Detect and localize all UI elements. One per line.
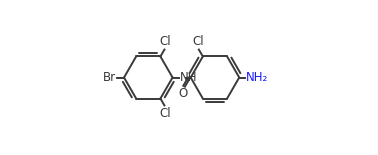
Text: Cl: Cl (160, 35, 171, 48)
Text: NH₂: NH₂ (246, 71, 268, 84)
Text: O: O (178, 87, 187, 100)
Text: NH: NH (180, 71, 197, 84)
Text: Cl: Cl (192, 35, 204, 48)
Text: Br: Br (103, 71, 116, 84)
Text: Cl: Cl (160, 107, 171, 120)
